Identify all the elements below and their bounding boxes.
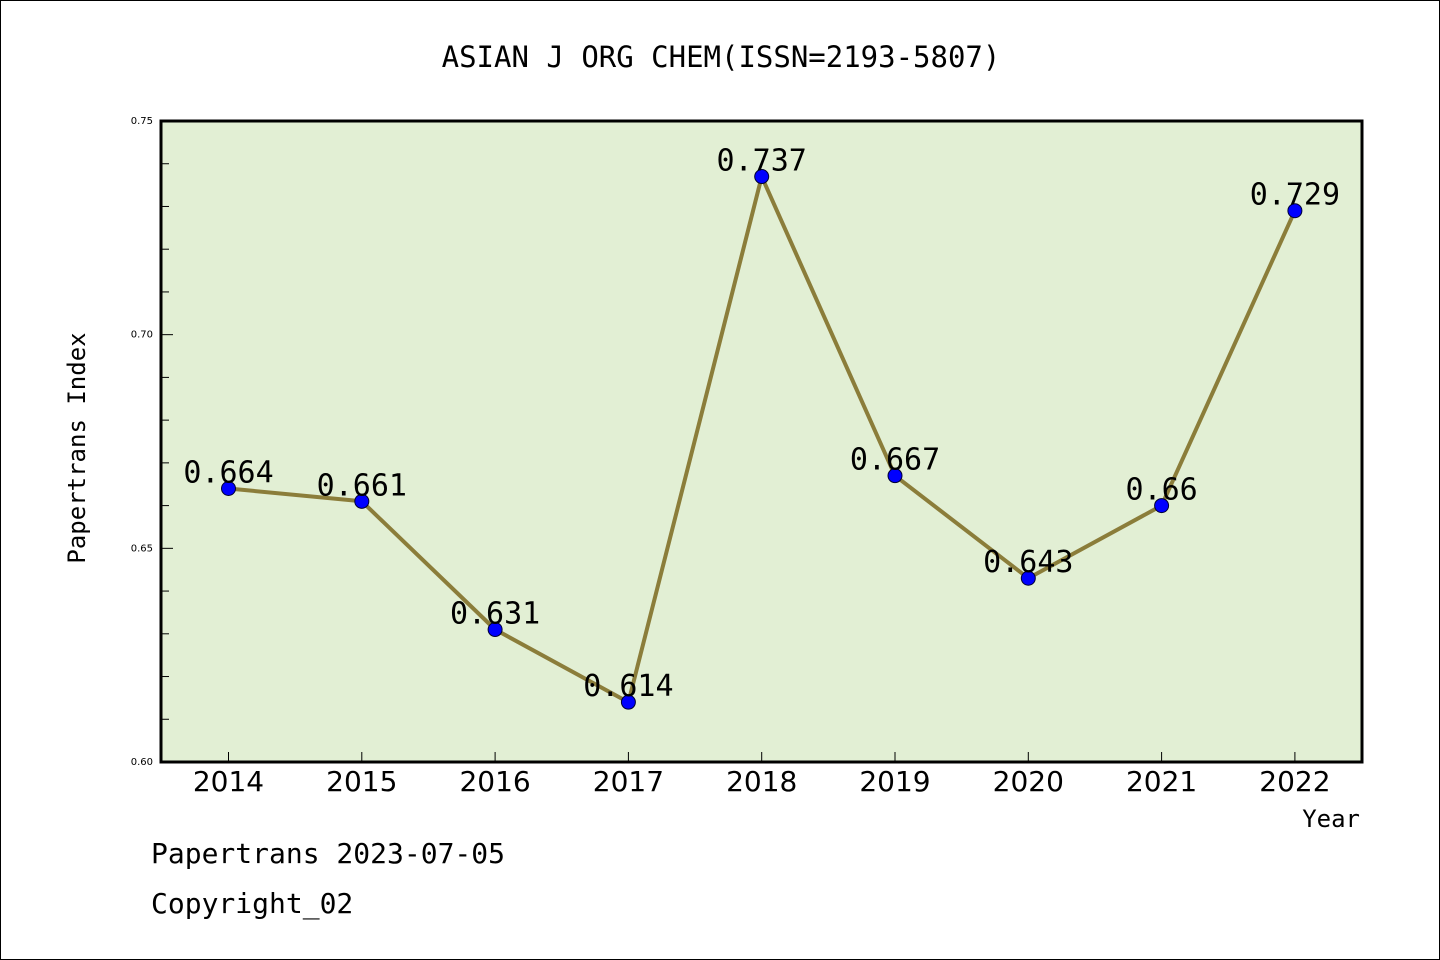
data-point: [1154, 498, 1170, 514]
chart-title: ASIAN J ORG CHEM(ISSN=2193-5807): [442, 40, 1001, 74]
footer-copyright: Copyright_02: [151, 887, 354, 920]
data-point: [1287, 203, 1303, 219]
x-axis-ticks: 2014 2015 2016 2017 2018 2019 2020 2021 2022: [193, 752, 1331, 798]
x-tick-label: 2022: [1259, 765, 1330, 798]
x-tick-label: 2019: [859, 765, 930, 798]
data-point: [754, 169, 770, 185]
x-tick-label: 2016: [459, 765, 530, 798]
data-points: [221, 169, 1303, 710]
y-axis-label: Papertrans Index: [63, 332, 91, 563]
data-label: 0.614: [583, 669, 673, 704]
data-label: 0.661: [317, 468, 407, 503]
footer-date: Papertrans 2023-07-05: [151, 837, 506, 870]
data-label: 0.631: [450, 597, 540, 632]
data-point: [620, 694, 636, 710]
data-point: [221, 481, 236, 497]
y-tick-label: 0.75: [131, 116, 153, 127]
x-tick-label: 2017: [593, 765, 664, 798]
data-label: 0.664: [183, 456, 273, 491]
y-axis-ticks: 0.60 0.65 0.70 0.75: [131, 116, 173, 768]
x-tick-label: 2018: [726, 765, 797, 798]
x-tick-label: 2014: [193, 765, 264, 798]
x-axis-label: Year: [1302, 805, 1360, 833]
data-label: 0.737: [717, 144, 807, 179]
y-tick-label: 0.65: [131, 543, 153, 554]
plot-area: [159, 119, 1364, 764]
y-tick-label: 0.70: [131, 330, 153, 341]
x-tick-label: 2015: [326, 765, 397, 798]
data-point: [354, 493, 370, 509]
x-tick-label: 2021: [1126, 765, 1197, 798]
data-label: 0.643: [983, 545, 1073, 580]
data-labels: 0.664 0.661 0.631 0.614 0.737 0.667 0.643 0.66 0…: [183, 144, 1340, 705]
y-tick-label: 0.60: [131, 757, 153, 768]
data-point: [487, 622, 503, 638]
data-point: [1020, 570, 1036, 586]
x-tick-label: 2020: [993, 765, 1064, 798]
data-point: [887, 468, 903, 484]
data-label: 0.667: [850, 443, 940, 478]
data-label: 0.66: [1125, 473, 1197, 508]
data-label: 0.729: [1250, 178, 1340, 213]
